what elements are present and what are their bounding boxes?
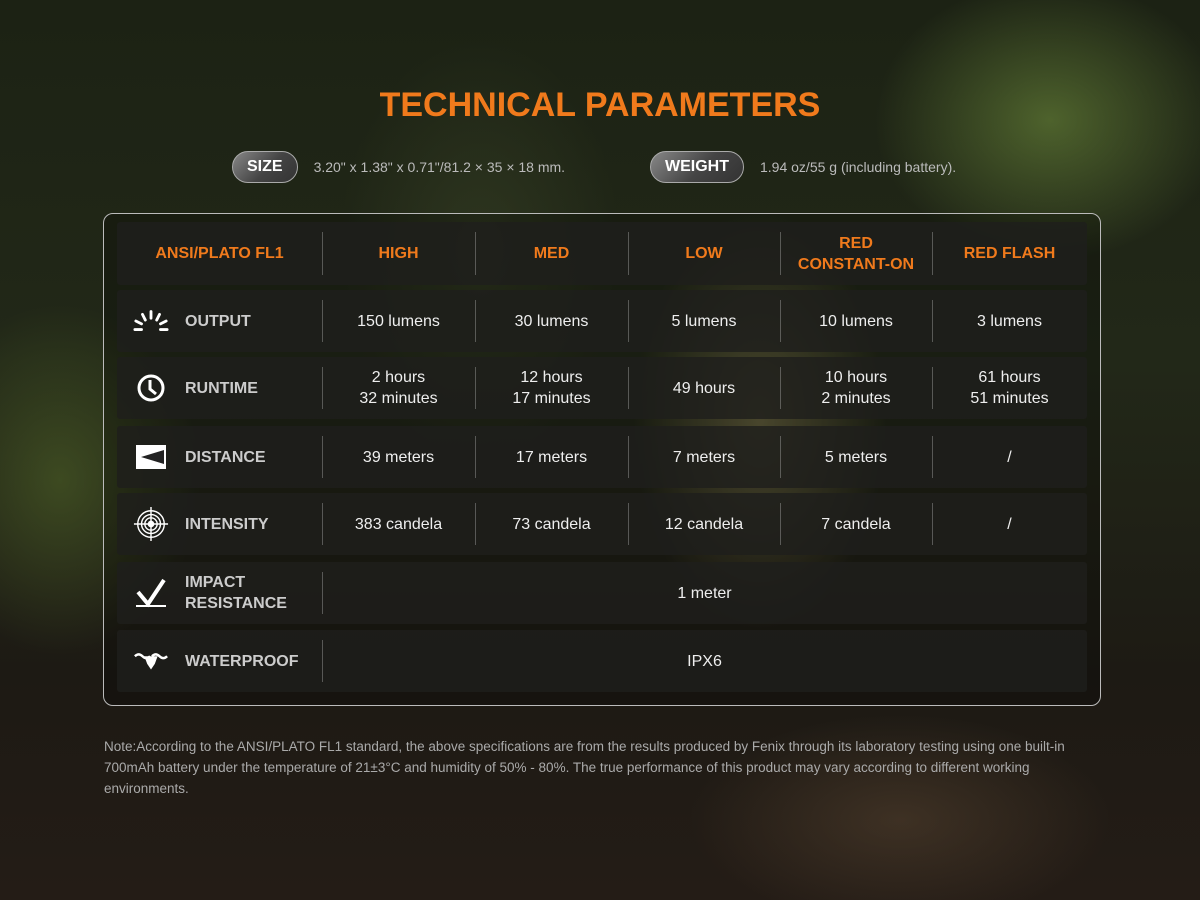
row-label-text: DISTANCE [185,448,266,466]
table-cell: 7 candela [780,493,932,555]
table-cell: 1 meter [322,562,1087,624]
column-header: RED FLASH [932,222,1087,285]
table-row: DISTANCE 39 meters 17 meters 7 meters 5 mete… [117,426,1087,488]
table-row: INTENSITY 383 candela 73 candela 12 candela… [117,493,1087,555]
size-value: 3.20" x 1.38" x 0.71"/81.2 × 35 × 18 mm. [313,159,566,175]
row-label: OUTPUT [117,290,322,352]
table-cell: 12 hours 17 minutes [475,357,628,419]
row-label: RUNTIME [117,357,322,419]
weight-value: 1.94 oz/55 g (including battery). [760,159,957,175]
table-cell: 30 lumens [475,290,628,352]
table-cell: 73 candela [475,493,628,555]
size-spec: SIZE 3.20" x 1.38" x 0.71"/81.2 × 35 × 1… [232,151,565,183]
table-cell: 39 meters [322,426,475,488]
row-label: INTENSITY [117,493,322,555]
table-cell: 10 lumens [780,290,932,352]
table-cell: 49 hours [628,357,780,419]
row-label-text: IMPACT RESISTANCE [185,574,287,612]
sunburst-icon [133,303,169,339]
table-cell: 5 meters [780,426,932,488]
table-cell: 2 hours 32 minutes [322,357,475,419]
row-label-text: WATERPROOF [185,652,299,670]
table-cell: 10 hours 2 minutes [780,357,932,419]
column-header: HIGH [322,222,475,285]
column-header: ANSI/PLATO FL1 [155,245,284,262]
impact-icon [133,575,169,611]
target-icon [133,506,169,542]
table-cell: 5 lumens [628,290,780,352]
row-label-text: OUTPUT [185,312,251,330]
weight-badge: WEIGHT [650,151,744,183]
footnote: Note:According to the ANSI/PLATO FL1 sta… [104,739,1065,796]
table-cell: 61 hours 51 minutes [932,357,1087,419]
table-cell: 3 lumens [932,290,1087,352]
table-row: OUTPUT 150 lumens 30 lumens 5 lumens 10 lume… [117,290,1087,352]
table-cell: 12 candela [628,493,780,555]
table-cell: 383 candela [322,493,475,555]
row-label-text: INTENSITY [185,515,269,533]
clock-icon [133,370,169,406]
table-cell: 150 lumens [322,290,475,352]
table-header-row: ANSI/PLATO FL1 HIGH MED LOW RED CONSTANT-ON R… [117,222,1087,285]
table-cell: IPX6 [322,630,1087,692]
table-cell: / [932,493,1087,555]
column-header: MED [475,222,628,285]
row-label: DISTANCE [117,426,322,488]
row-label: WATERPROOF [117,630,322,692]
table-cell: / [932,426,1087,488]
row-label-text: RUNTIME [185,379,258,397]
waterproof-icon [133,643,169,679]
table-cell: 17 meters [475,426,628,488]
row-label: IMPACT RESISTANCE [117,562,322,624]
table-row: WATERPROOF IPX6 [117,630,1087,692]
table-row: IMPACT RESISTANCE 1 meter [117,562,1087,624]
page-title: TECHNICAL PARAMETERS [379,86,821,124]
table-cell: 7 meters [628,426,780,488]
size-badge: SIZE [232,151,298,183]
beam-distance-icon [133,439,169,475]
column-header: RED CONSTANT-ON [780,222,932,285]
table-row: RUNTIME 2 hours 32 minutes 12 hours 17 min… [117,357,1087,419]
column-header: LOW [628,222,780,285]
weight-spec: WEIGHT 1.94 oz/55 g (including battery). [650,151,956,183]
